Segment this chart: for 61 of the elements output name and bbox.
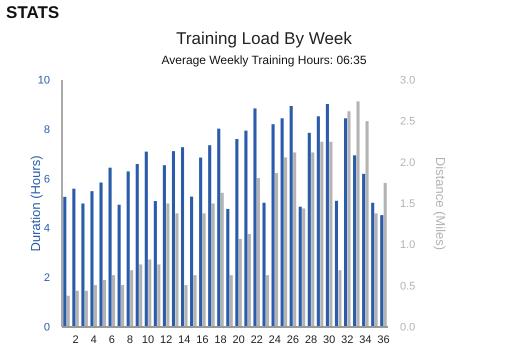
x-tick-label: 12 — [160, 334, 172, 346]
bar — [108, 168, 112, 327]
bar — [94, 285, 97, 327]
bar — [102, 280, 106, 327]
y2-tick-label: 2.5 — [400, 116, 416, 128]
bar — [84, 290, 88, 327]
x-tick-label: 2 — [72, 334, 79, 346]
y-tick-label: 0 — [44, 322, 50, 334]
x-tick-label: 14 — [178, 334, 190, 346]
x-tick-label: 26 — [286, 334, 300, 346]
bar — [262, 202, 266, 327]
y2-tick-label: 3.0 — [400, 74, 416, 87]
y2-tick-label: 0.0 — [400, 322, 416, 334]
bar — [184, 285, 188, 327]
bar — [190, 196, 194, 327]
x-tick-label: 20 — [232, 334, 245, 346]
bar — [154, 201, 157, 327]
y-tick-label: 10 — [38, 74, 50, 87]
bar — [180, 147, 184, 327]
x-tick-label: 18 — [214, 334, 227, 346]
chart-title: Training Load By Week — [176, 29, 352, 48]
y-tick-label: 2 — [44, 272, 50, 284]
chart-subtitle: Average Weekly Training Hours: 06:35 — [161, 53, 367, 67]
y-tick-label: 8 — [44, 124, 50, 136]
y2-tick-label: 2.0 — [400, 156, 416, 169]
x-tick-label: 22 — [250, 334, 263, 346]
y-tick-label: 6 — [44, 173, 50, 186]
bar — [72, 188, 76, 327]
text: STATS — [6, 3, 60, 22]
x-tick-label: 34 — [359, 334, 372, 346]
x-tick-label: 8 — [126, 334, 133, 346]
bar — [90, 191, 94, 327]
x-tick-label: 36 — [377, 334, 390, 346]
x-tick-label: 30 — [323, 334, 336, 346]
y-tick-label: 4 — [44, 222, 50, 235]
bar — [334, 200, 338, 327]
bar — [66, 296, 70, 327]
y2-tick-label: 0.5 — [400, 280, 416, 292]
bar — [126, 171, 130, 327]
x-tick-label: 32 — [341, 334, 354, 346]
bar — [244, 130, 248, 327]
y2-tick-label: 1.5 — [400, 198, 416, 210]
x-tick-label: 10 — [142, 334, 154, 346]
bar — [76, 290, 79, 327]
x-tick-label: 16 — [196, 334, 208, 346]
bar — [99, 182, 103, 327]
bar — [63, 196, 66, 327]
bar — [112, 275, 116, 327]
y-axis-title: Duration (Hours) — [28, 155, 43, 252]
x-tick-label: 28 — [304, 334, 318, 346]
bar — [226, 208, 230, 327]
bar — [144, 152, 148, 327]
bar — [81, 204, 84, 327]
x-tick-label: 6 — [108, 334, 115, 346]
bar — [136, 164, 139, 327]
x-tick-label: 24 — [268, 334, 281, 346]
y2-axis-title: Distance (Miles) — [433, 156, 448, 250]
bar — [118, 204, 121, 327]
x-tick-label: 4 — [90, 334, 97, 346]
bar — [235, 139, 238, 327]
y2-tick-label: 1.0 — [400, 239, 416, 252]
